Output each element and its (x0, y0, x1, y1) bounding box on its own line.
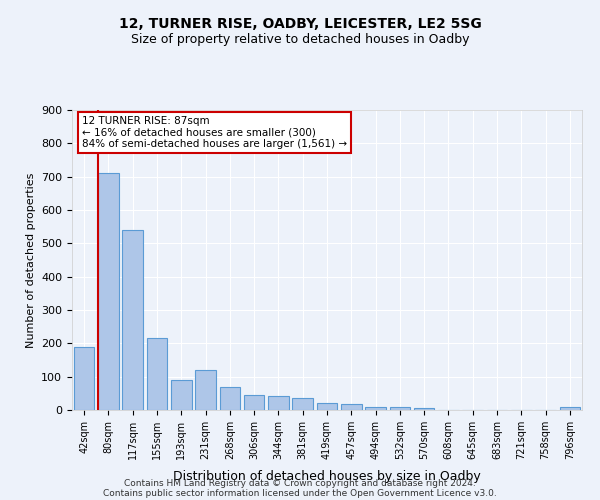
Bar (74, 346, 94, 410)
Bar (365, 406, 386, 410)
Bar (195, 370, 216, 410)
Bar (560, 406, 580, 410)
Text: 12, TURNER RISE, OADBY, LEICESTER, LE2 5SG: 12, TURNER RISE, OADBY, LEICESTER, LE2 5… (119, 18, 481, 32)
Bar (292, 398, 313, 410)
Y-axis label: Number of detached properties: Number of detached properties (26, 172, 35, 348)
Bar (268, 396, 289, 410)
Text: Contains HM Land Registry data © Crown copyright and database right 2024.: Contains HM Land Registry data © Crown c… (124, 478, 476, 488)
Text: 12 TURNER RISE: 87sqm
← 16% of detached houses are smaller (300)
84% of semi-det: 12 TURNER RISE: 87sqm ← 16% of detached … (82, 116, 347, 149)
X-axis label: Distribution of detached houses by size in Oadby: Distribution of detached houses by size … (173, 470, 481, 483)
Text: Contains public sector information licensed under the Open Government Licence v3: Contains public sector information licen… (103, 488, 497, 498)
Bar (389, 406, 410, 410)
Bar (220, 386, 240, 410)
Bar (341, 404, 362, 410)
Text: Size of property relative to detached houses in Oadby: Size of property relative to detached ho… (131, 32, 469, 46)
Bar (414, 408, 434, 410)
Bar (146, 338, 167, 410)
Bar (122, 230, 143, 410)
Bar (171, 380, 191, 410)
Bar (317, 404, 337, 410)
Bar (244, 395, 265, 410)
Bar (98, 174, 119, 410)
